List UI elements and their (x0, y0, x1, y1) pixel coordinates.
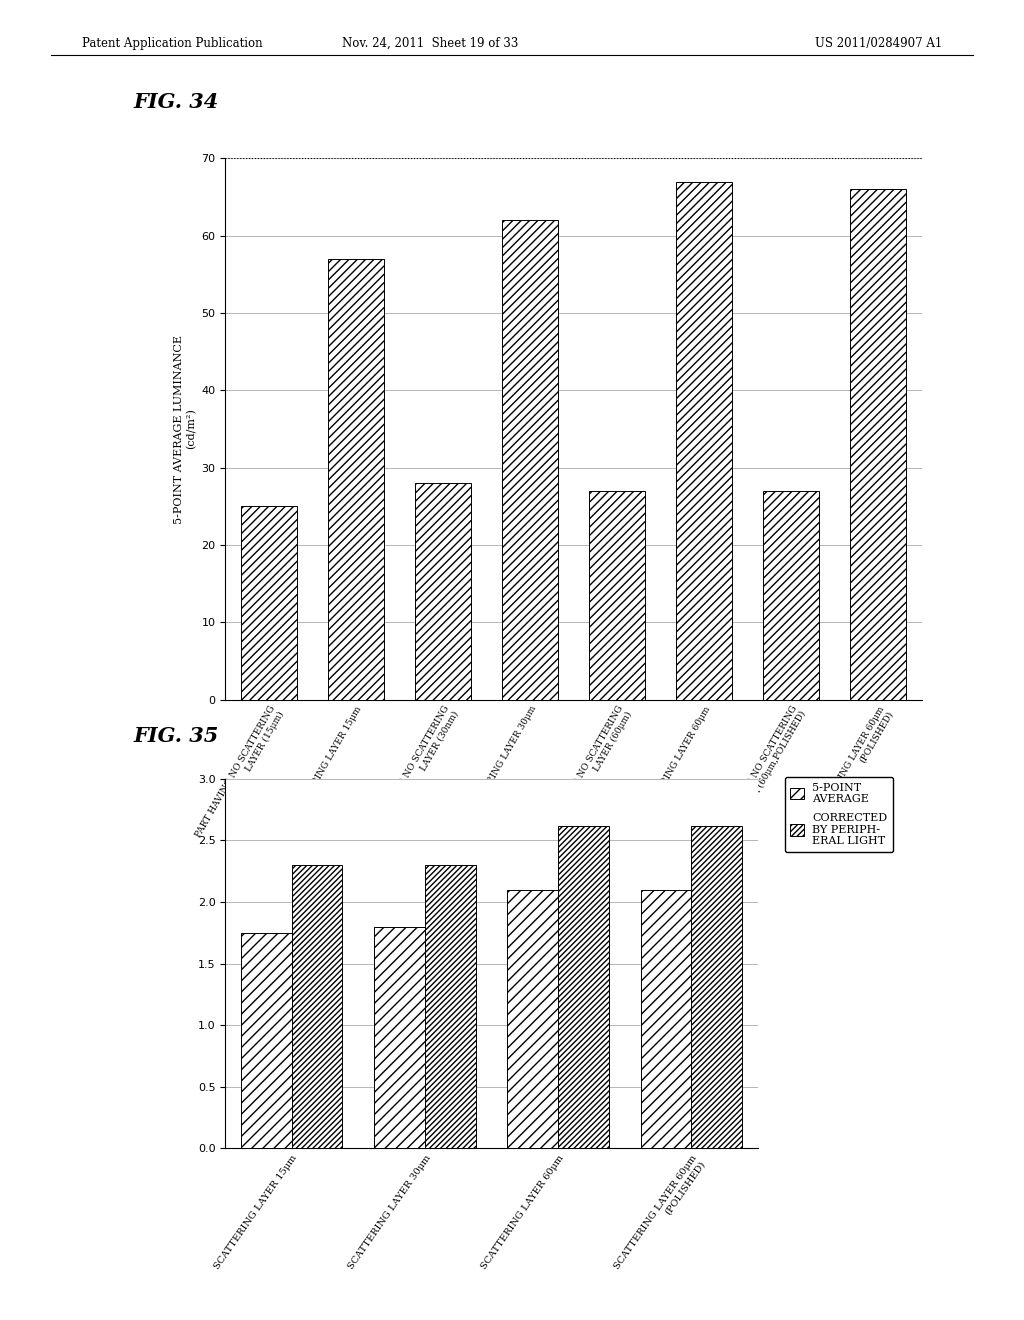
Bar (763, 491, 819, 700)
Bar (558, 825, 608, 1148)
Text: FIG. 35: FIG. 35 (133, 726, 218, 746)
Text: US 2011/0284907 A1: US 2011/0284907 A1 (815, 37, 942, 50)
Bar (375, 927, 425, 1148)
Text: Nov. 24, 2011  Sheet 19 of 33: Nov. 24, 2011 Sheet 19 of 33 (342, 37, 518, 50)
Bar (241, 507, 297, 700)
Bar (676, 182, 732, 700)
Bar (242, 933, 292, 1148)
Bar (425, 865, 475, 1148)
Bar (292, 865, 342, 1148)
Bar (508, 890, 558, 1148)
Legend: 5-POINT
AVERAGE, CORRECTED
BY PERIPH-
ERAL LIGHT: 5-POINT AVERAGE, CORRECTED BY PERIPH- ER… (784, 777, 893, 851)
Bar (415, 483, 471, 700)
Y-axis label: 5-POINT AVERAGE LUMINANCE
(cd/m²): 5-POINT AVERAGE LUMINANCE (cd/m²) (174, 334, 196, 524)
X-axis label: MESUREMENT SITE: MESUREMENT SITE (509, 900, 638, 913)
Bar (328, 259, 384, 700)
Text: Patent Application Publication: Patent Application Publication (82, 37, 262, 50)
Bar (691, 825, 741, 1148)
Text: FIG. 34: FIG. 34 (133, 92, 218, 112)
Bar (641, 890, 691, 1148)
Bar (850, 189, 906, 700)
Bar (589, 491, 645, 700)
Bar (502, 220, 558, 700)
